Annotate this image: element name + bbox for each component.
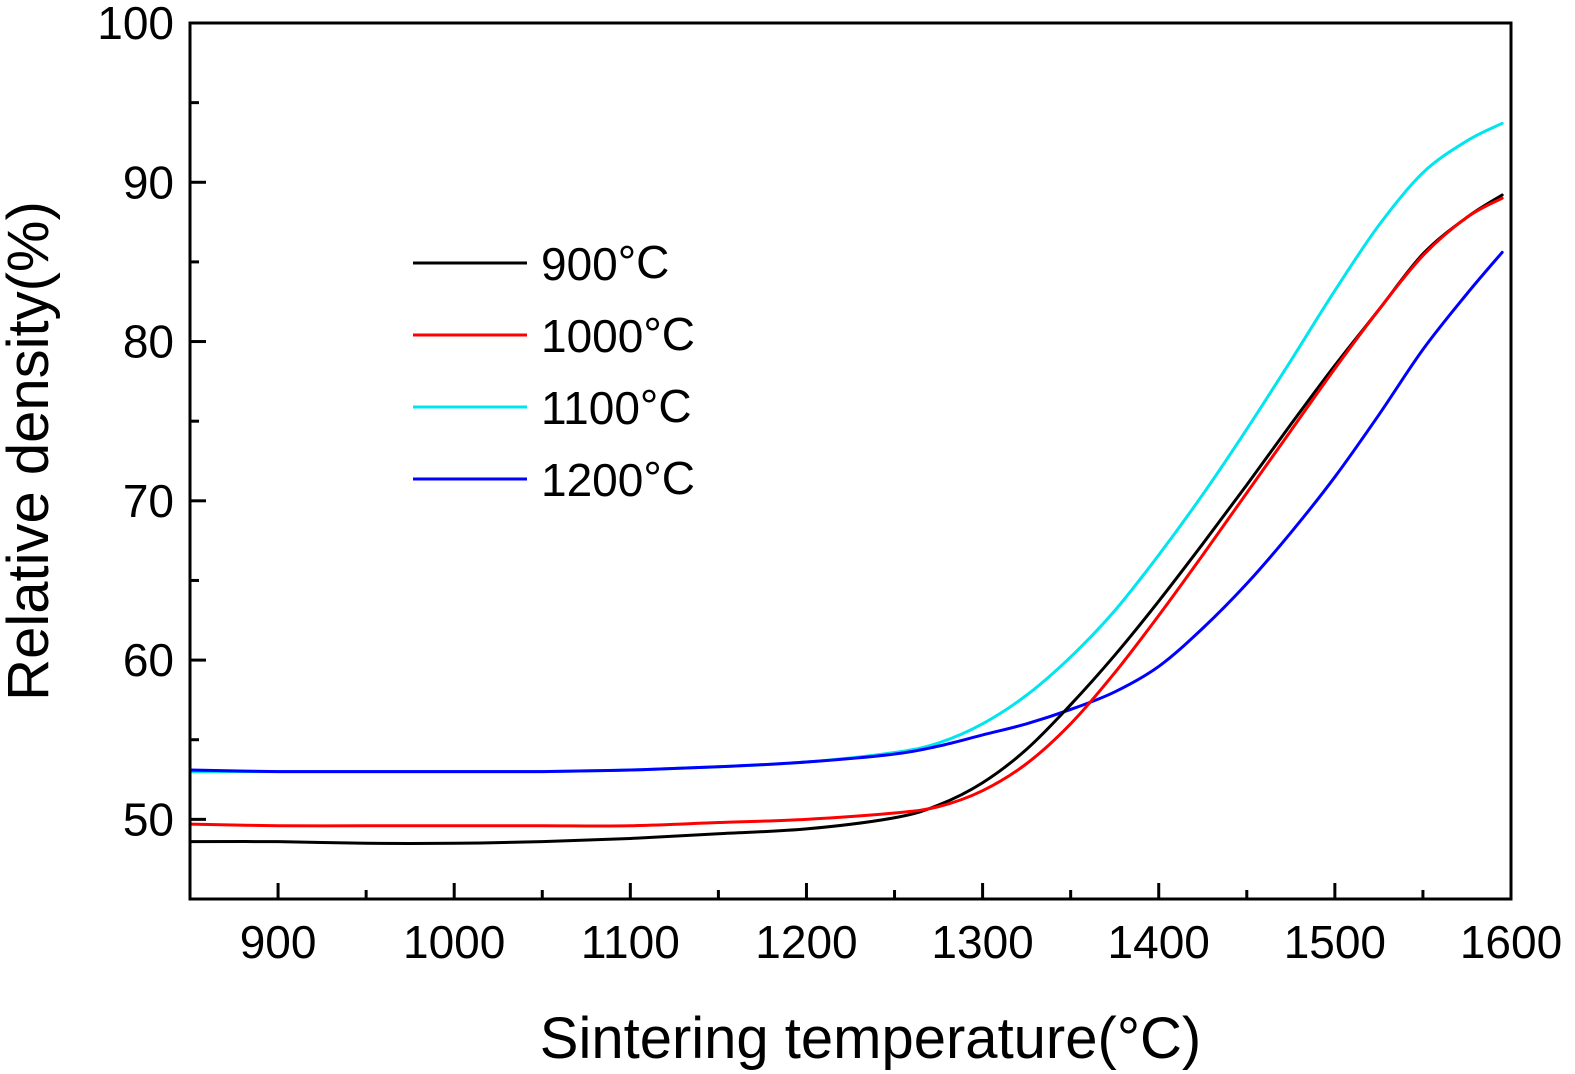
y-tick-label: 70: [123, 475, 174, 527]
legend-label: 1200°C: [541, 452, 695, 506]
x-axis-title-unit: °C): [1117, 1006, 1201, 1071]
y-tick-label: 100: [97, 0, 174, 49]
legend-label: 900°C: [541, 236, 669, 290]
series-line-1100: [188, 121, 1504, 774]
plot-lines: [188, 121, 1504, 845]
series-line-1200: [188, 250, 1504, 774]
legend-item-1000: 1000°C: [413, 308, 695, 362]
y-tick-label: 60: [123, 634, 174, 686]
x-tick-label: 1200: [755, 916, 857, 968]
legend-item-1200: 1200°C: [413, 452, 695, 506]
y-tick-label: 50: [123, 793, 174, 845]
series-line-900: [188, 193, 1504, 845]
y-tick-label: 80: [123, 316, 174, 368]
x-tick-label: 1500: [1284, 916, 1386, 968]
x-tick-label: 1000: [403, 916, 505, 968]
x-axis-title: Sintering temperature(°C): [540, 1006, 1201, 1071]
series-line-1000: [188, 196, 1504, 828]
plot-frame: [188, 21, 1513, 901]
y-tick-label: 90: [123, 156, 174, 208]
y-axis-title: Relative density(%): [0, 201, 61, 701]
legend-label: 1100°C: [541, 380, 692, 434]
legend: 900°C 1000°C 1100°C 1200°C: [413, 236, 695, 506]
x-tick-label: 1400: [1108, 916, 1210, 968]
x-tick-label: 1100: [581, 916, 680, 968]
x-tick-label: 1600: [1460, 916, 1562, 968]
x-tick-label: 1300: [931, 916, 1033, 968]
y-tick-labels: 50 60 70 80 90 100: [97, 0, 174, 845]
axis-ticks: [188, 21, 1513, 899]
x-axis-title-main: Sintering temperature(: [540, 1006, 1117, 1071]
x-tick-labels: 900 1000 1100 1200 1300 1400 1500 1600: [240, 916, 1562, 968]
legend-item-900: 900°C: [413, 236, 669, 290]
legend-item-1100: 1100°C: [413, 380, 692, 434]
legend-label: 1000°C: [541, 308, 695, 362]
x-tick-label: 900: [240, 916, 317, 968]
